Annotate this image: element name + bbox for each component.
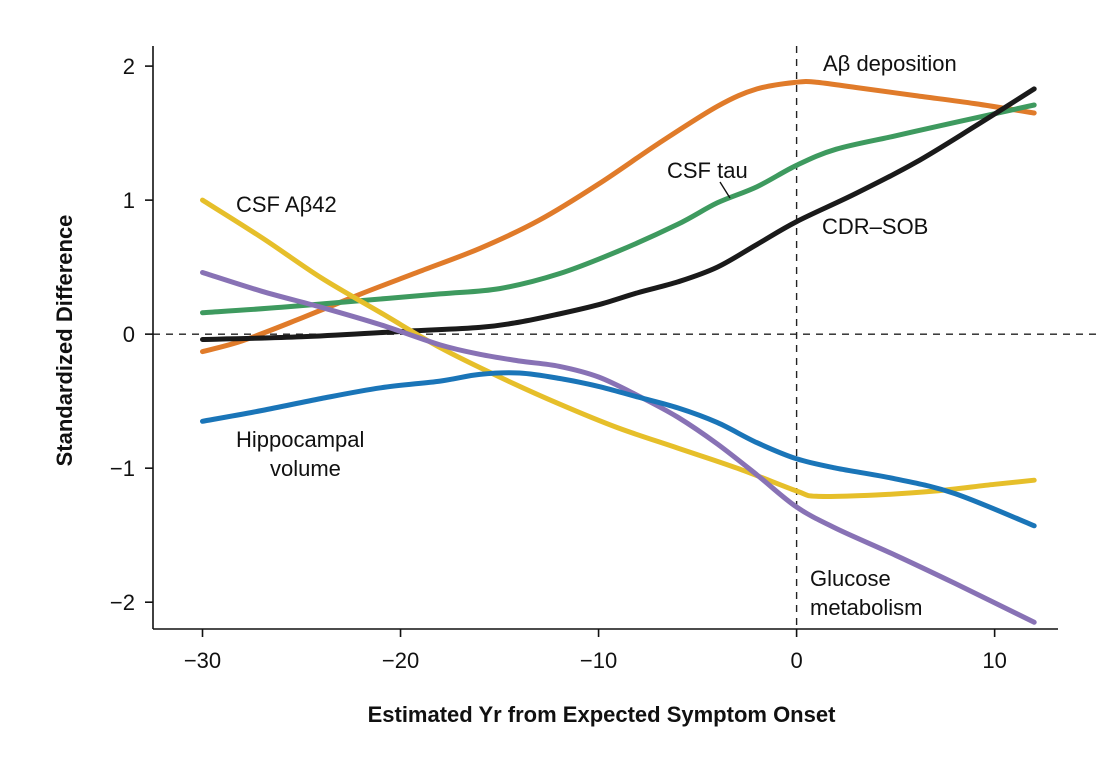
- csf-tau-leader-line: [719, 181, 731, 199]
- x-tick-label: −20: [382, 648, 419, 673]
- series-labels: Aβ deposition CSF tau CDR–SOB CSF Aβ42 Gluco…: [236, 51, 957, 620]
- axes: 210−1−2−30 −20 −10 0 10: [110, 46, 1058, 673]
- series-line-csf-abeta42: [200, 197, 1037, 500]
- series-label-hippocampal-volume: Hippocampal volume: [236, 427, 364, 481]
- series-line-glucose-metabolism: [200, 270, 1037, 625]
- x-tick-label: 10: [982, 648, 1006, 673]
- series-label-glucose-metabolism: Glucose metabolism: [810, 566, 922, 620]
- x-axis-title: Estimated Yr from Expected Symptom Onset: [368, 702, 837, 727]
- x-tick-label: −30: [184, 648, 221, 673]
- y-tick-label: 0: [123, 322, 135, 347]
- y-tick-label: 2: [123, 54, 135, 79]
- series-label-cdr-sob: CDR–SOB: [822, 214, 928, 239]
- y-tick-label: 1: [123, 188, 135, 213]
- x-tick-label: 0: [790, 648, 802, 673]
- series-layer: [200, 78, 1037, 625]
- y-tick-label: −2: [110, 590, 135, 615]
- y-axis-title: Standardized Difference: [52, 215, 77, 467]
- series-label-abeta-deposition: Aβ deposition: [823, 51, 957, 76]
- series-label-csf-abeta42: CSF Aβ42: [236, 192, 337, 217]
- series-label-csf-tau: CSF tau: [667, 158, 748, 183]
- series-line-hippocampal-volume: [200, 370, 1037, 529]
- x-tick-label: −10: [580, 648, 617, 673]
- y-tick-label: −1: [110, 456, 135, 481]
- series-line-csf-tau: [200, 102, 1037, 316]
